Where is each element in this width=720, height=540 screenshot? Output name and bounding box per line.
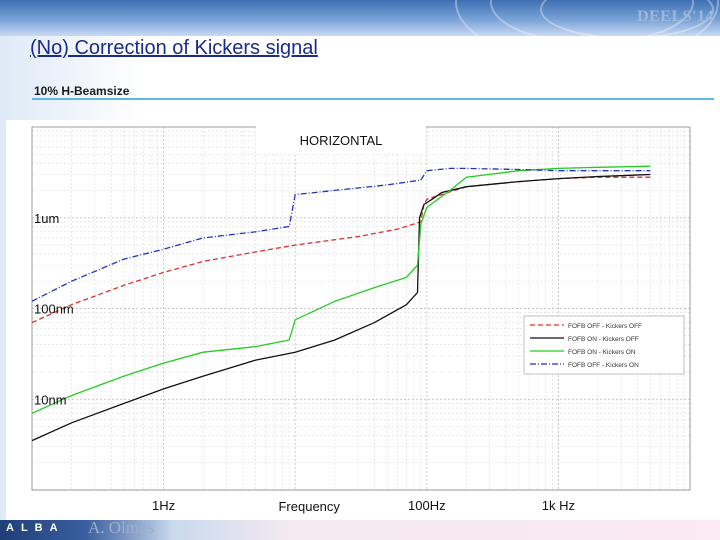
x-tick-label: 1k Hz: [542, 498, 575, 513]
series-line-3: [31, 165, 651, 414]
y-tick-label: 100nm: [34, 302, 74, 317]
chart-title-box: [256, 126, 426, 154]
y-tick-label: 1um: [34, 211, 59, 226]
slide-subtitle: 10% H-Beamsize: [34, 84, 130, 98]
series-line-1: [31, 176, 651, 324]
conference-label: DEELS'14: [637, 8, 714, 25]
series-line-4: [31, 167, 651, 302]
author-name: A. Olmos: [88, 518, 155, 537]
subtitle-rule: [32, 98, 714, 100]
legend-box: [523, 315, 685, 375]
footer-bar: [0, 520, 720, 540]
series-line-2: [31, 173, 651, 442]
x-tick-label: 1Hz: [152, 498, 175, 513]
legend-entry-label: FOFB ON - Kickers ON: [568, 349, 636, 356]
x-axis-label: Frequency: [278, 499, 340, 514]
chart-title: HORIZONTAL: [299, 133, 383, 148]
alba-logo: ALBA: [6, 522, 65, 534]
x-tick-label: 100Hz: [408, 498, 446, 513]
legend-entry-label: FOFB OFF - Kickers OFF: [568, 323, 642, 330]
header-banner: [0, 0, 720, 36]
slide-title: (No) Correction of Kickers signal: [30, 37, 318, 59]
legend-entry-label: FOFB OFF - Kickers ON: [568, 362, 639, 369]
y-tick-label: 10nm: [34, 392, 67, 407]
legend-entry-label: FOFB ON - Kickers OFF: [568, 336, 639, 343]
